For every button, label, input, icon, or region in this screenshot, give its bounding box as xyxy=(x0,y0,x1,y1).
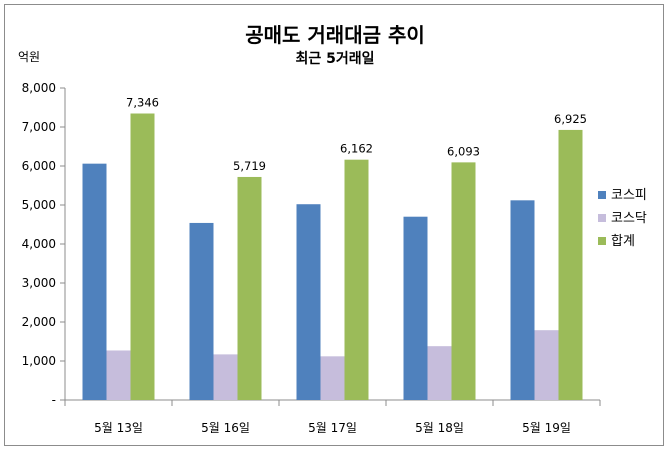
y-tick-label: 1,000 xyxy=(22,354,56,368)
bar-코스피-1 xyxy=(189,222,214,400)
chart-subtitle: 최근 5거래일 xyxy=(295,51,374,67)
legend-swatch-합계 xyxy=(598,237,606,245)
y-tick-label: 3,000 xyxy=(22,276,56,290)
x-tick-label: 5월 17일 xyxy=(308,421,357,435)
data-label: 6,925 xyxy=(554,112,587,126)
bar-합계-4 xyxy=(558,129,583,401)
bar-합계-1 xyxy=(237,176,262,400)
data-label: 5,719 xyxy=(233,159,266,173)
x-tick-label: 5월 19일 xyxy=(522,421,571,435)
legend-swatch-코스닥 xyxy=(598,214,606,222)
data-label: 7,346 xyxy=(126,96,159,110)
chart-title: 공매도 거래대금 추이 xyxy=(245,23,425,47)
x-tick-label: 5월 18일 xyxy=(415,421,464,435)
bar-코스피-2 xyxy=(296,204,321,400)
legend-label-합계: 합계 xyxy=(611,234,635,249)
y-tick-label: 5,000 xyxy=(22,198,56,212)
y-tick-label: 2,000 xyxy=(22,315,56,329)
bar-코스닥-4 xyxy=(534,330,559,400)
plot-area: - 1,000 2,000 3,000 4,000 5,000 6,000 7,000 8,00… xyxy=(22,81,601,435)
y-axis-label: 억원 xyxy=(18,50,40,64)
y-tick-label: 8,000 xyxy=(22,81,56,95)
y-tick-label: 6,000 xyxy=(22,159,56,173)
bar-코스피-3 xyxy=(403,216,428,400)
data-label: 6,093 xyxy=(447,144,480,158)
bar-합계-3 xyxy=(451,162,476,400)
bar-합계-2 xyxy=(344,159,369,400)
bar-합계-0 xyxy=(130,113,155,401)
y-tick-label: 4,000 xyxy=(22,237,56,251)
legend-label-코스피: 코스피 xyxy=(611,188,647,203)
data-label: 6,162 xyxy=(340,142,373,156)
bar-코스피-0 xyxy=(82,163,107,400)
x-tick-label: 5월 16일 xyxy=(201,421,250,435)
bar-코스닥-0 xyxy=(106,350,131,400)
x-tick-label: 5월 13일 xyxy=(94,421,143,435)
y-tick-label: 7,000 xyxy=(22,120,56,134)
legend-swatch-코스피 xyxy=(598,191,606,199)
bar-코스닥-2 xyxy=(320,356,345,400)
bar-코스닥-3 xyxy=(427,346,452,400)
legend-label-코스닥: 코스닥 xyxy=(611,211,647,226)
bar-코스닥-1 xyxy=(213,354,238,400)
y-tick-label: - xyxy=(52,393,56,407)
bar-코스피-4 xyxy=(510,200,535,400)
